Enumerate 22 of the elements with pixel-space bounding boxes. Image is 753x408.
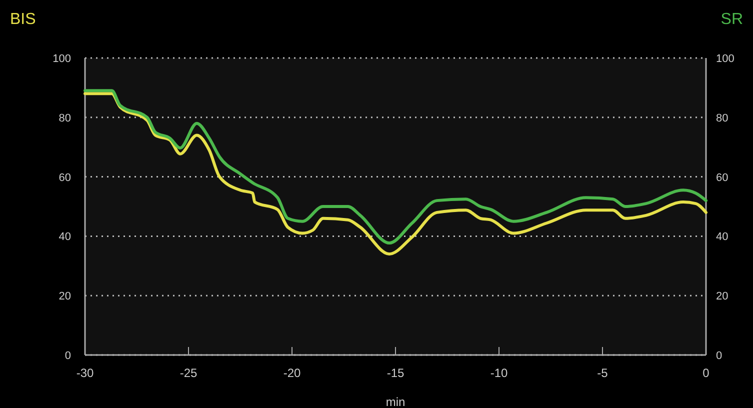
- x-tick-label: -15: [386, 366, 404, 380]
- y-axis-title: BIS: [10, 11, 36, 28]
- y-tick-label: 100: [52, 53, 71, 65]
- y-tick-label: 80: [58, 112, 71, 124]
- x-tick-label: -20: [283, 366, 301, 380]
- y2-tick-label: 80: [716, 112, 728, 124]
- y2-tick-label: 20: [716, 290, 728, 303]
- x-tick-label: -5: [597, 366, 608, 380]
- x-tick-label: -10: [490, 366, 508, 380]
- y2-tick-label: 60: [716, 172, 728, 184]
- x-tick-label: -25: [180, 366, 198, 380]
- y2-tick-label: 40: [716, 231, 728, 244]
- y-tick-label: 40: [58, 231, 71, 244]
- y-tick-label: 0: [64, 350, 71, 362]
- x-axis-title: min: [386, 395, 406, 408]
- y2-axis-title: SR: [720, 11, 743, 28]
- x-tick-label: 0: [702, 366, 710, 380]
- y-tick-label: 60: [58, 172, 71, 184]
- y2-tick-label: 0: [716, 350, 722, 362]
- y2-tick-label: 100: [716, 53, 734, 65]
- x-tick-label: -30: [76, 366, 94, 380]
- y-tick-label: 20: [58, 290, 71, 303]
